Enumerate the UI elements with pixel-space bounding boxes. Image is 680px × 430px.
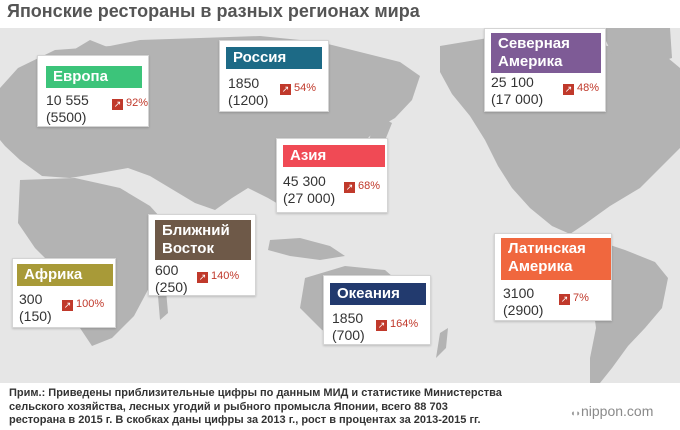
region-count-2015-oceania: 1850	[332, 310, 364, 326]
region-count-2015-latin-america: 3100	[503, 285, 535, 301]
region-label-europe: Европа	[46, 66, 142, 88]
region-count-2015-africa: 300	[19, 291, 43, 307]
region-count-2013-north-america: (17 000)	[491, 91, 544, 107]
region-label-middle-east: Ближний Восток	[155, 220, 251, 260]
region-growth-asia: ↗ 68%	[344, 180, 381, 193]
region-count-2013-middle-east: (250)	[155, 279, 188, 295]
region-card-russia: Россия 1850 (1200) ↗ 54%	[219, 40, 329, 112]
region-count-2015-europe: 10 555	[46, 92, 89, 108]
region-card-asia: Азия 45 300 (27 000) ↗ 68%	[276, 138, 388, 213]
indonesia-islands	[268, 238, 345, 260]
region-count-2015-north-america: 25 100	[491, 74, 534, 90]
region-growth-north-america: ↗ 48%	[563, 82, 600, 95]
arrow-up-right-icon: ↗	[344, 182, 355, 193]
region-count-2015-middle-east: 600	[155, 262, 179, 278]
nippon-logo-mark: ◖◗	[570, 408, 581, 418]
region-count-2015-asia: 45 300	[283, 173, 326, 189]
footnote-line: сельского хозяйства, лесных угодий и рыб…	[9, 400, 448, 413]
region-growth-middle-east: ↗ 140%	[197, 270, 240, 283]
arrow-up-right-icon: ↗	[197, 272, 208, 283]
region-growth-oceania: ↗ 164%	[376, 318, 419, 331]
nippon-logo: ◖◗nippon.com	[570, 403, 653, 419]
new-zealand-islands	[436, 328, 448, 358]
region-growth-latin-america: ↗ 7%	[559, 292, 589, 305]
logo-text: nippon.com	[581, 403, 654, 419]
region-count-2013-russia: (1200)	[228, 92, 269, 108]
region-count-2015-russia: 1850	[228, 75, 260, 91]
region-growth-russia: ↗ 54%	[280, 82, 317, 95]
footnote: Прим.: Приведены приблизительные цифры п…	[9, 387, 579, 428]
region-label-latin-america: Латинская Америка	[501, 238, 611, 280]
arrow-up-right-icon: ↗	[559, 294, 570, 305]
chart-title: Японские рестораны в разных регионах мир…	[7, 1, 420, 21]
region-card-oceania: Океания 1850 (700) ↗ 164%	[323, 275, 431, 345]
region-count-2013-africa: (150)	[19, 308, 52, 324]
region-card-europe: Европа 10 555 (5500) ↗ 92%	[37, 55, 149, 127]
region-card-latin-america: Латинская Америка 3100 (2900) ↗ 7%	[494, 233, 612, 321]
footnote-line: Прим.: Приведены приблизительные цифры п…	[9, 387, 502, 399]
region-label-russia: Россия	[226, 47, 322, 69]
region-growth-europe: ↗ 92%	[112, 97, 149, 110]
arrow-up-right-icon: ↗	[563, 84, 574, 95]
madagascar-island	[158, 290, 168, 320]
region-count-2013-oceania: (700)	[332, 327, 365, 343]
region-growth-africa: ↗ 100%	[62, 298, 105, 311]
region-count-2013-europe: (5500)	[46, 109, 87, 125]
greenland-landmass	[600, 28, 672, 68]
region-card-north-america: Северная Америка 25 100 (17 000) ↗ 48%	[484, 28, 606, 112]
region-count-2013-asia: (27 000)	[283, 190, 336, 206]
arrow-up-right-icon: ↗	[62, 300, 73, 311]
region-label-asia: Азия	[283, 145, 385, 167]
region-label-africa: Африка	[17, 264, 113, 286]
footnote-line: ресторана в 2015 г. В скобках даны цифры…	[9, 414, 481, 426]
arrow-up-right-icon: ↗	[112, 99, 123, 110]
region-label-north-america: Северная Америка	[491, 33, 601, 73]
region-card-africa: Африка 300 (150) ↗ 100%	[12, 258, 116, 328]
region-card-middle-east: Ближний Восток 600 (250) ↗ 140%	[148, 214, 256, 296]
arrow-up-right-icon: ↗	[280, 84, 291, 95]
arrow-up-right-icon: ↗	[376, 320, 387, 331]
region-label-oceania: Океания	[330, 283, 426, 305]
region-count-2013-latin-america: (2900)	[503, 302, 544, 318]
